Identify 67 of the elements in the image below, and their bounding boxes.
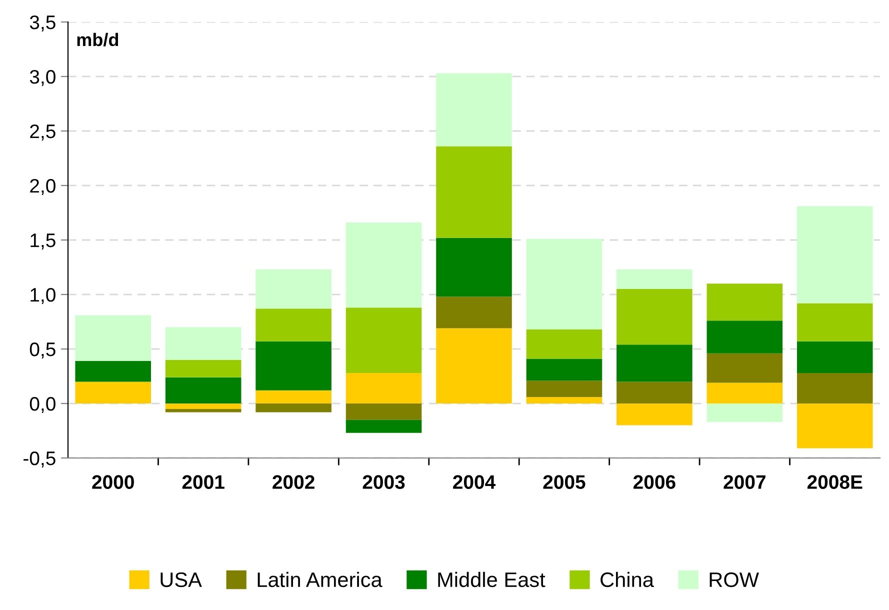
bar [75, 360, 152, 382]
bar [616, 404, 692, 426]
y-tick-label: 0,5 [30, 342, 56, 359]
x-tick-label: 2005 [543, 475, 586, 489]
bar [346, 404, 422, 420]
x-tick-label: 2001 [182, 475, 224, 489]
bar [165, 404, 242, 409]
bar [616, 382, 692, 404]
bar [75, 315, 152, 361]
bar [526, 329, 602, 359]
bar [706, 382, 783, 404]
bar [75, 382, 152, 404]
x-tick-label: 2000 [92, 475, 134, 489]
legend-label: Latin America [258, 572, 382, 588]
bar [526, 238, 602, 330]
y-tick-label: 3,0 [30, 70, 56, 86]
x-tick-label: 2008E [807, 475, 862, 489]
bar [796, 206, 873, 304]
bar [436, 296, 512, 328]
bar [346, 308, 422, 373]
bar [796, 303, 873, 342]
bar [256, 390, 332, 404]
bar [436, 73, 512, 146]
legend-label: USA [160, 572, 202, 588]
legend-label: ROW [710, 572, 759, 588]
bar [796, 341, 873, 373]
bar [165, 377, 242, 404]
y-tick-label: 1,0 [30, 288, 56, 304]
legend-label: Middle East [438, 572, 546, 588]
bar [706, 320, 783, 354]
y-axis-title: mb/d [77, 32, 118, 46]
bar [796, 372, 873, 404]
bar [526, 380, 602, 397]
x-tick-label: 2006 [633, 475, 676, 489]
bar [436, 328, 512, 404]
bar [256, 341, 332, 390]
bar [346, 420, 422, 433]
bar [256, 269, 332, 309]
bar [706, 284, 783, 321]
y-tick-label: 2,5 [30, 124, 56, 141]
bar [165, 327, 242, 360]
bar [165, 408, 242, 412]
bar [526, 358, 602, 381]
y-tick-label: 0,0 [30, 396, 56, 414]
legend-label: China [600, 572, 654, 588]
bar [346, 222, 422, 308]
bar [346, 372, 422, 404]
bar [706, 404, 783, 422]
bar [616, 344, 692, 382]
bar [256, 308, 332, 342]
y-tick-label: 2,0 [30, 178, 56, 196]
bar [706, 353, 783, 383]
bar [256, 404, 332, 412]
y-tick-label: 3,5 [30, 15, 56, 32]
x-tick-label: 2004 [453, 475, 496, 489]
x-tick-label: 2003 [362, 475, 405, 489]
y-tick-label: -0,5 [24, 451, 56, 468]
x-tick-label: 2002 [272, 475, 314, 489]
y-tick-label: 1,5 [30, 234, 56, 250]
bar [526, 396, 602, 404]
bar [616, 289, 692, 345]
bar [165, 360, 242, 378]
bar [796, 404, 873, 448]
bar [616, 269, 692, 290]
bar [436, 146, 512, 238]
bar [436, 238, 512, 297]
x-tick-label: 2007 [724, 475, 766, 489]
